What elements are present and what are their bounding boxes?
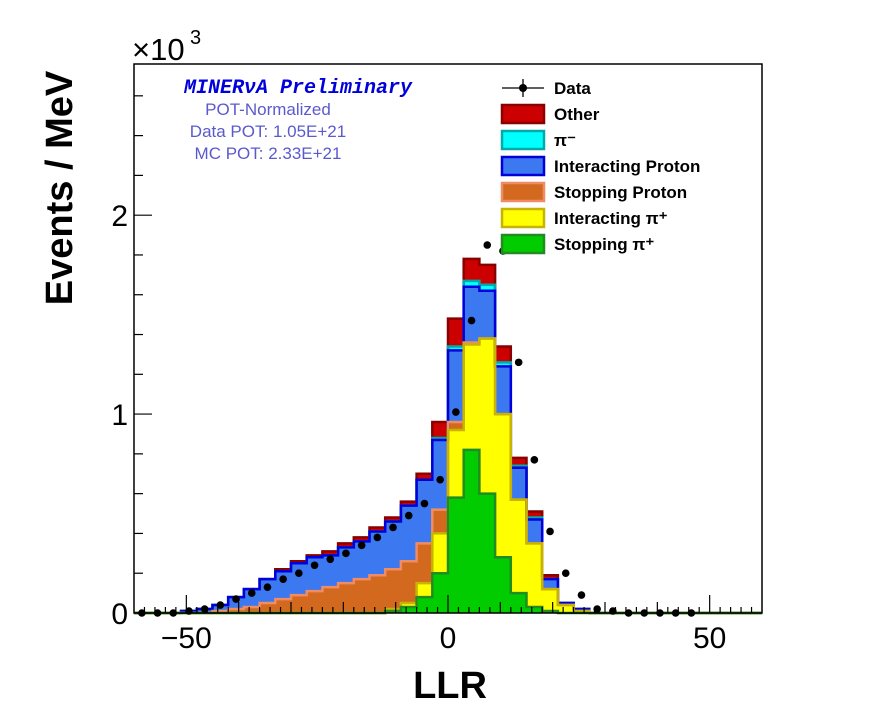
legend-label-interacting: Interacting π⁺ bbox=[554, 209, 668, 228]
y-axis-title: Events / MeV bbox=[39, 70, 81, 305]
annotation-mc-pot: MC POT: 2.33E+21 bbox=[195, 144, 342, 163]
legend-label-other: Other bbox=[554, 105, 600, 124]
x-tick-label: 50 bbox=[693, 622, 726, 655]
data-point bbox=[404, 511, 413, 520]
plot-area bbox=[134, 241, 762, 617]
data-point bbox=[420, 499, 429, 508]
x-axis-title: LLR bbox=[413, 665, 487, 707]
data-point bbox=[247, 589, 256, 597]
data-point bbox=[279, 575, 287, 583]
data-point bbox=[593, 605, 601, 613]
data-point bbox=[263, 583, 272, 591]
y-tick-label: 0 bbox=[111, 598, 128, 631]
x-tick-label: −50 bbox=[161, 622, 212, 655]
y-tick-label: 2 bbox=[111, 200, 128, 233]
data-point bbox=[232, 595, 240, 603]
data-point bbox=[310, 561, 319, 570]
data-point bbox=[389, 523, 397, 532]
data-point bbox=[467, 316, 476, 325]
legend-label-interacting-proton: Interacting Proton bbox=[554, 157, 700, 176]
data-point bbox=[452, 408, 460, 416]
legend-swatch-interacting bbox=[500, 207, 546, 229]
annotation-title: MINERνA Preliminary bbox=[183, 77, 413, 100]
data-point bbox=[514, 358, 523, 367]
axes: −50 0 50 0 1 2 bbox=[111, 63, 763, 655]
legend: Data Other π⁻ Interacting Proton Stopping Pr… bbox=[500, 79, 700, 255]
y-multiplier: ×10 bbox=[132, 32, 185, 67]
annotation-block: MINERνA Preliminary POT-Normalized Data … bbox=[183, 77, 413, 163]
legend-label-data: Data bbox=[554, 79, 591, 98]
annotation-data-pot: Data POT: 1.05E+21 bbox=[190, 122, 346, 141]
legend-label-series-1: π⁻ bbox=[554, 131, 576, 150]
data-point bbox=[373, 533, 382, 542]
legend-label-stopping: Stopping π⁺ bbox=[554, 235, 654, 254]
legend-swatch-series-1 bbox=[500, 129, 546, 151]
annotation-pot-normalized: POT-Normalized bbox=[205, 100, 331, 119]
legend-swatch-interacting-proton bbox=[500, 155, 546, 177]
data-point bbox=[326, 555, 335, 564]
data-point bbox=[530, 456, 539, 464]
legend-data-marker bbox=[519, 84, 527, 92]
y-multiplier-exponent: 3 bbox=[190, 27, 201, 49]
data-point bbox=[295, 569, 303, 578]
data-point bbox=[342, 549, 350, 558]
x-tick-label: 0 bbox=[440, 622, 457, 655]
legend-label-stopping-proton: Stopping Proton bbox=[554, 183, 687, 202]
legend-swatch-stopping-proton bbox=[500, 181, 546, 203]
data-point bbox=[561, 569, 570, 578]
data-point bbox=[357, 541, 366, 550]
legend-swatch-stopping bbox=[500, 233, 546, 255]
y-tick-label: 1 bbox=[111, 399, 128, 432]
data-point bbox=[216, 601, 225, 609]
data-point bbox=[577, 591, 586, 599]
data-point bbox=[436, 475, 444, 484]
data-point bbox=[546, 527, 554, 536]
data-point bbox=[483, 241, 492, 249]
data-point bbox=[200, 605, 209, 613]
legend-swatch-other bbox=[500, 103, 546, 125]
